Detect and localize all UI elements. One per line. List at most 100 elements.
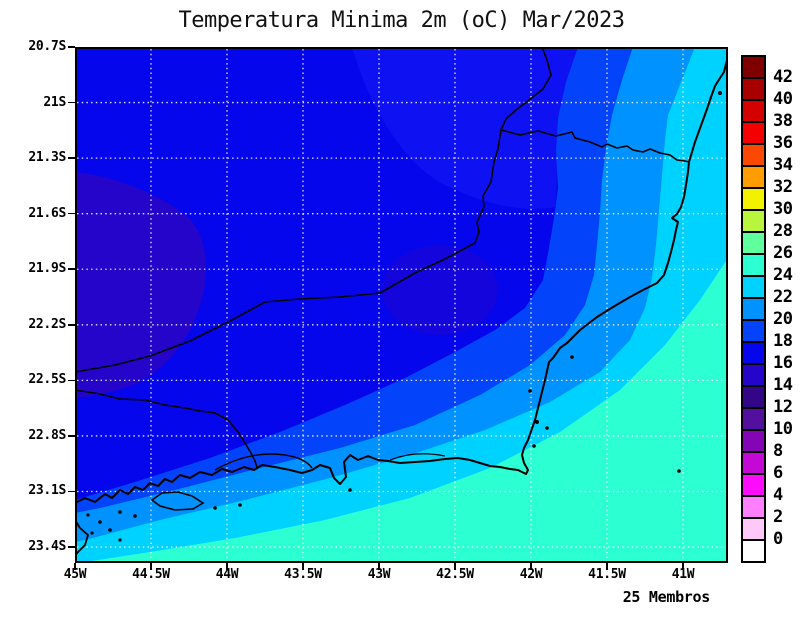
x-tick-label: 45W: [63, 567, 87, 582]
state-border-mg: [74, 46, 552, 373]
y-tick-label: 21.6S: [28, 205, 66, 221]
colorbar-cell: [741, 429, 766, 453]
colorbar-cell: [741, 517, 766, 541]
y-tick-mark: [68, 379, 75, 382]
colorbar-cell: [741, 341, 766, 365]
y-tick-label: 21S: [43, 94, 66, 110]
colorbar-value-label: 22: [773, 287, 793, 307]
colorbar-value-label: 16: [773, 353, 793, 373]
x-tick-mark: [378, 563, 380, 570]
x-tick-mark: [150, 563, 152, 570]
colorbar-cell: [741, 385, 766, 409]
colorbar-cell: [741, 539, 766, 563]
contour-map: [74, 46, 729, 563]
x-tick-mark: [302, 563, 304, 570]
x-tick-mark: [226, 563, 228, 570]
colorbar-value-label: 20: [773, 309, 793, 329]
y-tick-mark: [68, 101, 75, 104]
y-tick-label: 21.3S: [28, 150, 66, 166]
x-tick-mark: [74, 563, 76, 570]
colorbar-cell: [741, 165, 766, 189]
band-16-18-lighter-lobe: [352, 47, 578, 209]
y-tick-mark: [68, 268, 75, 271]
x-tick-label: 42W: [519, 567, 543, 582]
colorbar-value-label: 12: [773, 397, 793, 417]
coastline: [74, 56, 729, 504]
colorbar-value-label: 8: [773, 441, 783, 461]
colorbar-cell: [741, 363, 766, 387]
y-tick-label: 22.2S: [28, 316, 66, 332]
x-tick-mark: [682, 563, 684, 570]
colorbar-value-label: 38: [773, 111, 793, 131]
colorbar-cell: [741, 451, 766, 475]
colorbar-value-label: 14: [773, 375, 793, 395]
colorbar-value-label: 10: [773, 419, 793, 439]
x-tick-mark: [530, 563, 532, 570]
plot-title: Temperatura Minima 2m (oC) Mar/2023: [178, 8, 625, 33]
colorbar-value-label: 40: [773, 89, 793, 109]
colorbar-value-label: 18: [773, 331, 793, 351]
x-tick-label: 43.5W: [284, 567, 322, 582]
plot-border: [75, 47, 728, 563]
y-tick-mark: [68, 490, 75, 493]
ensemble-members-note: 25 Membros: [622, 588, 711, 606]
x-tick-label: 42.5W: [436, 567, 474, 582]
small-islands: [86, 91, 722, 542]
colorbar-value-label: 24: [773, 265, 793, 285]
colorbar-cell: [741, 55, 766, 79]
state-border-es: [500, 129, 690, 163]
graticule-gridlines: [77, 49, 726, 561]
y-tick-mark: [68, 546, 75, 548]
colorbar-value-label: 36: [773, 133, 793, 153]
colorbar-cell: [741, 99, 766, 123]
sepetiba-bay-outline: [214, 453, 313, 471]
y-tick-label: 22.8S: [28, 427, 66, 443]
colorbar-cell: [741, 319, 766, 343]
colorbar-cell: [741, 407, 766, 431]
y-tick-label: 22.5S: [28, 372, 66, 388]
y-tick-label: 21.9S: [28, 261, 66, 277]
y-tick-mark: [68, 212, 75, 215]
colorbar-cell: [741, 495, 766, 519]
araruama-lagoon-outline: [389, 453, 446, 461]
colorbar-cell: [741, 473, 766, 497]
colorbar-value-label: 30: [773, 199, 793, 219]
y-tick-label: 20.7S: [28, 39, 66, 54]
x-tick-mark: [606, 563, 608, 570]
x-tick-label: 44.5W: [132, 567, 170, 582]
x-tick-label: 41.5W: [588, 567, 626, 582]
colorbar-value-label: 6: [773, 463, 783, 483]
y-tick-label: 23.1S: [28, 483, 66, 499]
band-14-16-region: [75, 172, 207, 398]
map-plot-area: [74, 46, 729, 563]
colorbar-cell: [741, 209, 766, 233]
y-tick-mark: [68, 46, 75, 48]
x-tick-label: 43W: [367, 567, 391, 582]
colorbar-value-label: 34: [773, 155, 793, 175]
y-tick-label: 23.4S: [28, 539, 66, 555]
colorbar-value-label: 26: [773, 243, 793, 263]
colorbar-cell: [741, 275, 766, 299]
state-border-sp: [74, 389, 258, 468]
colorbar-value-label: 4: [773, 485, 783, 505]
colorbar-value-label: 2: [773, 507, 783, 527]
y-tick-mark: [68, 435, 75, 437]
colorbar-cell: [741, 253, 766, 277]
ilha-grande-island: [150, 491, 205, 511]
x-tick-mark: [454, 563, 456, 570]
colorbar-cell: [741, 77, 766, 101]
coastline-sw-corner: [74, 519, 89, 557]
colorbar-cell: [741, 121, 766, 145]
band-14-16-inner-pocket: [382, 245, 498, 335]
band-24-26-region: [75, 258, 728, 563]
colorbar-cell: [741, 143, 766, 167]
colorbar-value-label: 42: [773, 67, 793, 87]
y-tick-mark: [68, 157, 75, 159]
colorbar-cell: [741, 231, 766, 255]
colorbar-value-label: 28: [773, 221, 793, 241]
colorbar-value-label: 32: [773, 177, 793, 197]
colorbar-value-label: 0: [773, 529, 783, 549]
colorbar-cell: [741, 187, 766, 211]
colorbar-cell: [741, 297, 766, 321]
